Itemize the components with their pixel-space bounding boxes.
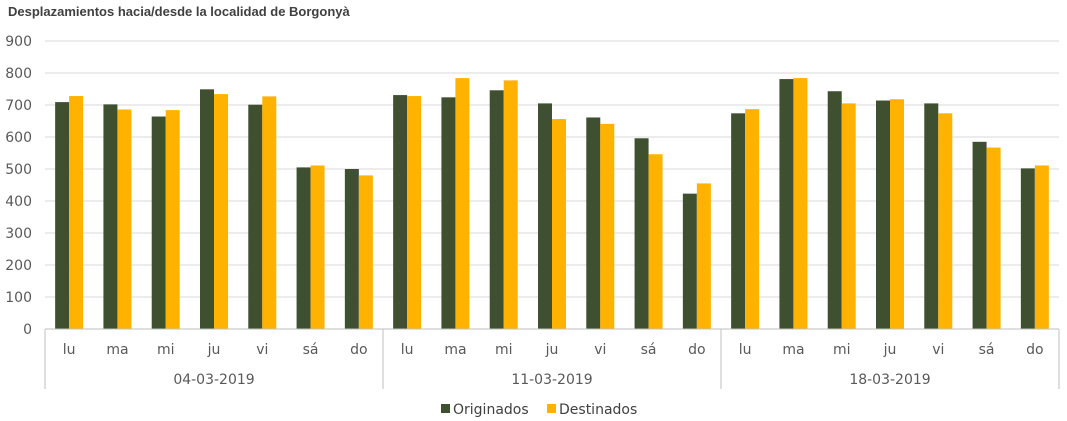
- bar-destinados: [69, 96, 84, 329]
- y-tick-label: 0: [23, 322, 32, 338]
- bar-destinados: [890, 99, 904, 330]
- x-category-label: ju: [545, 342, 559, 358]
- bar-originados: [779, 79, 794, 329]
- x-category-label: ma: [782, 342, 804, 358]
- bar-destinados: [600, 123, 615, 329]
- y-tick-label: 400: [5, 194, 32, 210]
- x-category-label: ma: [444, 342, 466, 358]
- bar-destinados: [938, 113, 953, 329]
- bar-originados: [876, 100, 890, 330]
- legend-label: Originados: [453, 402, 529, 418]
- x-category-label: mi: [833, 342, 851, 358]
- bar-originados: [586, 117, 601, 329]
- x-category-label: do: [688, 342, 705, 358]
- x-category-label: do: [350, 342, 367, 358]
- x-category-label: sá: [979, 342, 995, 358]
- x-category-label: lu: [63, 342, 76, 358]
- bar-originados: [393, 95, 408, 329]
- bar-destinados: [503, 80, 518, 329]
- bar-destinados: [165, 110, 180, 330]
- bar-originados: [441, 97, 456, 329]
- bar-originados: [827, 91, 842, 330]
- x-category-label: sá: [641, 342, 657, 358]
- bar-destinados: [310, 165, 325, 329]
- bar-destinados: [648, 154, 663, 329]
- bar-originados: [200, 89, 214, 329]
- bar-destinados: [552, 119, 566, 329]
- x-category-label: ju: [883, 342, 897, 358]
- bar-originados: [248, 104, 263, 330]
- bar-destinados: [1034, 165, 1049, 329]
- x-category-label: mi: [157, 342, 175, 358]
- bar-destinados: [455, 78, 470, 330]
- bar-originados: [682, 193, 697, 329]
- x-category-label: vi: [256, 342, 268, 358]
- x-category-label: lu: [739, 342, 752, 358]
- bar-originados: [103, 104, 118, 329]
- bar-destinados: [117, 109, 132, 329]
- x-category-label: lu: [401, 342, 414, 358]
- x-group-label: 18-03-2019: [849, 372, 930, 388]
- y-tick-label: 600: [5, 130, 32, 146]
- y-tick-label: 500: [5, 162, 32, 178]
- bar-destinados: [841, 103, 856, 330]
- legend: Originados Destinados: [441, 402, 637, 418]
- legend-label: Destinados: [559, 402, 637, 418]
- bar-destinados: [407, 96, 422, 329]
- y-tick-label: 200: [5, 258, 32, 274]
- bars: [55, 78, 1049, 330]
- x-group-label: 04-03-2019: [173, 372, 254, 388]
- bar-originados: [55, 102, 70, 330]
- x-category-label: mi: [495, 342, 513, 358]
- legend-swatch: [441, 404, 450, 413]
- x-group-label: 11-03-2019: [511, 372, 592, 388]
- bar-destinados: [986, 147, 1001, 329]
- x-category-label: do: [1026, 342, 1043, 358]
- x-category-label: ma: [106, 342, 128, 358]
- x-category-label: ju: [207, 342, 221, 358]
- legend-swatch: [547, 404, 556, 413]
- x-category-label: vi: [594, 342, 606, 358]
- x-category-label: sá: [303, 342, 319, 358]
- bar-destinados: [358, 175, 373, 329]
- chart-title: Desplazamientos hacia/desde la localidad…: [8, 4, 350, 19]
- x-axis: lu ma mi ju vi sá do 04-03-2019 lu ma mi ju vi sá do 11…: [44, 328, 1060, 389]
- y-tick-label: 900: [5, 34, 32, 50]
- y-axis-ticks: 0 100 200 300 400 500 600 700 800 900: [5, 34, 32, 338]
- bar-originados: [972, 141, 987, 329]
- bar-originados: [731, 113, 746, 329]
- bar-originados: [634, 138, 649, 329]
- bar-destinados: [745, 109, 760, 329]
- bar-originados: [344, 169, 359, 329]
- bar-originados: [296, 167, 311, 329]
- bar-destinados: [696, 183, 711, 329]
- y-tick-label: 700: [5, 98, 32, 114]
- y-tick-label: 300: [5, 226, 32, 242]
- bar-originados: [1020, 168, 1035, 329]
- bar-originados: [538, 103, 552, 330]
- bar-originados: [924, 103, 939, 330]
- bar-originados: [489, 90, 504, 329]
- x-category-label: vi: [932, 342, 944, 358]
- bar-destinados: [262, 96, 277, 329]
- bar-destinados: [214, 94, 228, 330]
- y-tick-label: 800: [5, 66, 32, 82]
- y-tick-label: 100: [5, 290, 32, 306]
- bar-originados: [151, 116, 166, 330]
- bar-destinados: [793, 78, 808, 330]
